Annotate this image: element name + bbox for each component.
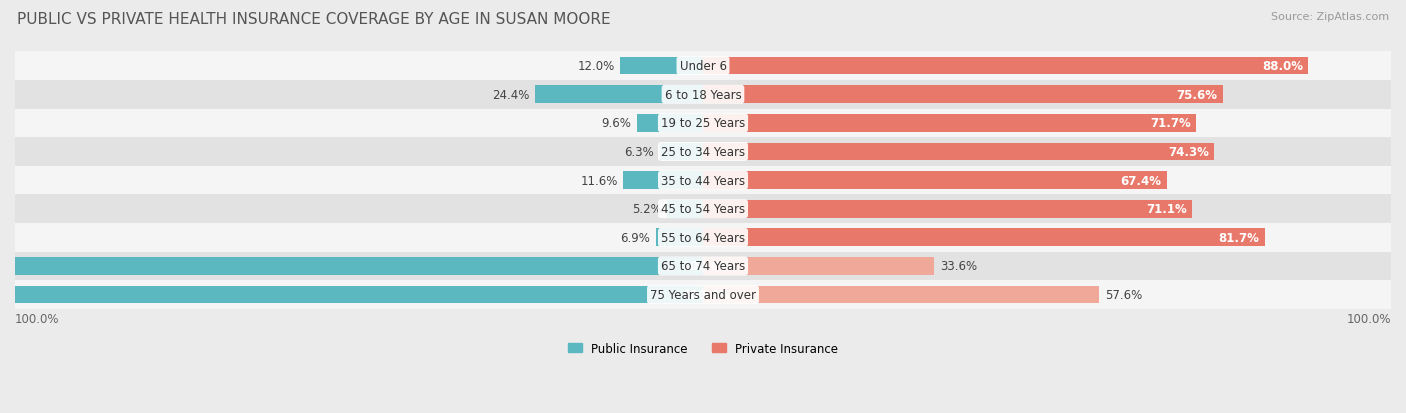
Text: 88.0%: 88.0%	[1263, 60, 1303, 73]
Bar	[15, 166, 1391, 195]
Bar	[15, 138, 1391, 166]
Text: 6 to 18 Years: 6 to 18 Years	[665, 88, 741, 102]
Bar	[703, 86, 1223, 104]
Text: 100.0%: 100.0%	[682, 288, 731, 301]
Bar	[15, 195, 1391, 223]
Bar	[536, 86, 703, 104]
Text: 71.7%: 71.7%	[1150, 117, 1191, 130]
Text: 71.1%: 71.1%	[1146, 203, 1187, 216]
Bar	[655, 229, 703, 247]
Bar	[703, 172, 1167, 190]
Bar	[15, 109, 1391, 138]
Text: 35 to 44 Years: 35 to 44 Years	[661, 174, 745, 187]
Bar	[15, 286, 703, 304]
Text: 33.6%: 33.6%	[939, 260, 977, 273]
Text: 57.6%: 57.6%	[1105, 288, 1142, 301]
Text: 25 to 34 Years: 25 to 34 Years	[661, 146, 745, 159]
Text: 67.4%: 67.4%	[1121, 174, 1161, 187]
Bar	[703, 143, 1215, 161]
Bar	[703, 57, 1309, 75]
Text: 11.6%: 11.6%	[581, 174, 617, 187]
Bar	[703, 115, 1197, 133]
Bar	[668, 200, 703, 218]
Text: Source: ZipAtlas.com: Source: ZipAtlas.com	[1271, 12, 1389, 22]
Bar	[15, 252, 1391, 280]
Bar	[15, 52, 1391, 81]
Text: 75.6%: 75.6%	[1177, 88, 1218, 102]
Bar	[15, 81, 1391, 109]
Text: 81.7%: 81.7%	[1219, 231, 1260, 244]
Bar	[620, 57, 703, 75]
Text: Under 6: Under 6	[679, 60, 727, 73]
Bar	[703, 200, 1192, 218]
Bar	[703, 257, 934, 275]
Bar	[637, 115, 703, 133]
Text: 55 to 64 Years: 55 to 64 Years	[661, 231, 745, 244]
Text: 6.3%: 6.3%	[624, 146, 654, 159]
Text: 45 to 54 Years: 45 to 54 Years	[661, 203, 745, 216]
Text: 9.6%: 9.6%	[602, 117, 631, 130]
Text: 19 to 25 Years: 19 to 25 Years	[661, 117, 745, 130]
Legend: Public Insurance, Private Insurance: Public Insurance, Private Insurance	[564, 337, 842, 360]
Text: 100.0%: 100.0%	[15, 313, 59, 325]
Bar	[703, 229, 1265, 247]
Text: 6.9%: 6.9%	[620, 231, 650, 244]
Text: PUBLIC VS PRIVATE HEALTH INSURANCE COVERAGE BY AGE IN SUSAN MOORE: PUBLIC VS PRIVATE HEALTH INSURANCE COVER…	[17, 12, 610, 27]
Text: 24.4%: 24.4%	[492, 88, 530, 102]
Bar	[659, 143, 703, 161]
Text: 65 to 74 Years: 65 to 74 Years	[661, 260, 745, 273]
Bar	[703, 286, 1099, 304]
Text: 5.2%: 5.2%	[631, 203, 662, 216]
Text: 100.0%: 100.0%	[1347, 313, 1391, 325]
Text: 100.0%: 100.0%	[682, 260, 731, 273]
Text: 75 Years and over: 75 Years and over	[650, 288, 756, 301]
Bar	[15, 280, 1391, 309]
Bar	[15, 223, 1391, 252]
Text: 12.0%: 12.0%	[578, 60, 614, 73]
Text: 74.3%: 74.3%	[1168, 146, 1209, 159]
Bar	[15, 257, 703, 275]
Bar	[623, 172, 703, 190]
